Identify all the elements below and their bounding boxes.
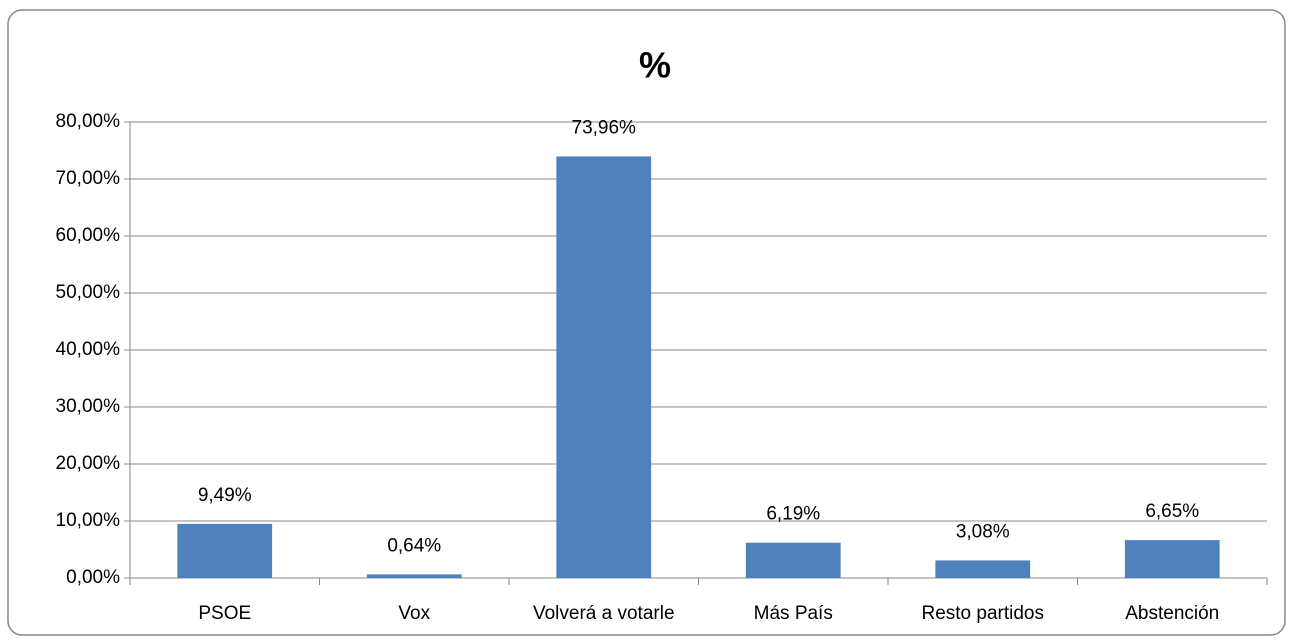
data-label: 6,65% <box>1145 501 1199 522</box>
bar <box>935 560 1031 578</box>
bar <box>366 574 462 578</box>
y-tick-label: 50,00% <box>56 282 121 303</box>
data-label: 6,19% <box>766 504 820 525</box>
data-label: 3,08% <box>956 521 1010 542</box>
data-label: 73,96% <box>572 117 637 138</box>
y-tick-label: 40,00% <box>56 339 121 360</box>
y-tick-label: 0,00% <box>66 567 120 588</box>
y-tick-label: 30,00% <box>56 396 121 417</box>
x-tick-label: Volverá a votarle <box>533 603 675 624</box>
y-tick-label: 70,00% <box>56 168 121 189</box>
bar <box>556 156 652 579</box>
x-tick-label: Resto partidos <box>921 603 1044 624</box>
data-label: 9,49% <box>198 485 252 506</box>
y-tick-label: 10,00% <box>56 510 121 531</box>
bar <box>177 523 273 578</box>
bar <box>745 542 841 578</box>
y-tick-label: 80,00% <box>56 111 121 132</box>
y-tick-label: 60,00% <box>56 225 121 246</box>
y-tick-label: 20,00% <box>56 453 121 474</box>
x-tick-label: Vox <box>398 603 430 624</box>
data-label: 0,64% <box>387 535 441 556</box>
bar <box>1124 540 1220 578</box>
x-tick-label: Abstención <box>1125 603 1219 624</box>
x-tick-label: Más País <box>754 603 833 624</box>
chart-title: % <box>639 45 671 86</box>
x-tick-label: PSOE <box>198 603 251 624</box>
